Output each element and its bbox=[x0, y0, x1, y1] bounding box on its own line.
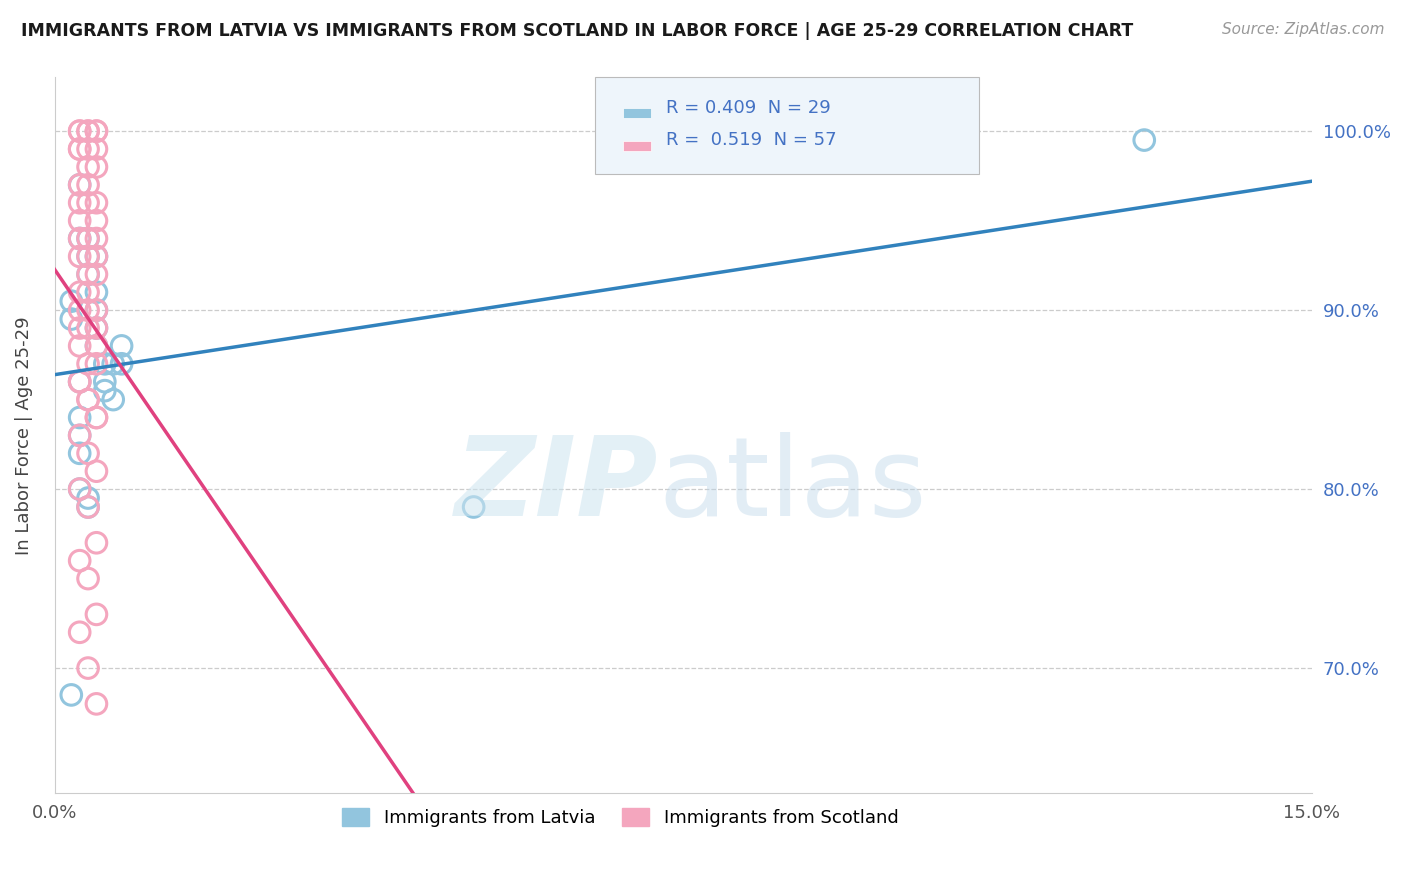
Point bbox=[69, 446, 91, 460]
Point bbox=[86, 410, 108, 425]
Text: R = 0.409  N = 29: R = 0.409 N = 29 bbox=[665, 98, 831, 117]
Point bbox=[77, 249, 100, 263]
Point bbox=[69, 124, 91, 138]
FancyBboxPatch shape bbox=[623, 108, 651, 119]
Point bbox=[69, 625, 91, 640]
Point bbox=[1133, 133, 1156, 147]
Point bbox=[69, 285, 91, 300]
Text: ZIP: ZIP bbox=[454, 432, 658, 539]
Point bbox=[69, 428, 91, 442]
Point bbox=[69, 482, 91, 496]
Point bbox=[60, 688, 83, 702]
FancyBboxPatch shape bbox=[595, 78, 979, 174]
Point bbox=[77, 357, 100, 371]
Point bbox=[69, 303, 91, 318]
Point bbox=[86, 249, 108, 263]
Text: IMMIGRANTS FROM LATVIA VS IMMIGRANTS FROM SCOTLAND IN LABOR FORCE | AGE 25-29 CO: IMMIGRANTS FROM LATVIA VS IMMIGRANTS FRO… bbox=[21, 22, 1133, 40]
Point bbox=[77, 572, 100, 586]
Point bbox=[86, 195, 108, 210]
Point bbox=[77, 268, 100, 282]
Point bbox=[77, 285, 100, 300]
Point bbox=[69, 142, 91, 156]
Point bbox=[77, 124, 100, 138]
Point bbox=[69, 375, 91, 389]
Point bbox=[463, 500, 485, 514]
Point bbox=[86, 321, 108, 335]
Point bbox=[69, 249, 91, 263]
Point bbox=[86, 607, 108, 622]
Point bbox=[69, 339, 91, 353]
Point bbox=[86, 410, 108, 425]
Point bbox=[77, 268, 100, 282]
Point bbox=[86, 160, 108, 174]
Point bbox=[86, 285, 108, 300]
Point bbox=[94, 384, 117, 398]
Point bbox=[103, 357, 125, 371]
Point bbox=[86, 321, 108, 335]
Point bbox=[69, 375, 91, 389]
Point bbox=[69, 124, 91, 138]
Point bbox=[86, 357, 108, 371]
Point bbox=[69, 375, 91, 389]
Point bbox=[77, 500, 100, 514]
Point bbox=[69, 428, 91, 442]
Point bbox=[86, 213, 108, 227]
Point bbox=[77, 446, 100, 460]
Point bbox=[77, 160, 100, 174]
Point bbox=[77, 661, 100, 675]
Point bbox=[69, 213, 91, 227]
Point bbox=[110, 339, 132, 353]
Point bbox=[86, 339, 108, 353]
Point bbox=[110, 357, 132, 371]
Point bbox=[86, 124, 108, 138]
Point bbox=[86, 303, 108, 318]
Point bbox=[77, 500, 100, 514]
Point bbox=[86, 268, 108, 282]
Point bbox=[77, 124, 100, 138]
Point bbox=[94, 375, 117, 389]
Point bbox=[86, 535, 108, 549]
Point bbox=[77, 392, 100, 407]
Point bbox=[86, 303, 108, 318]
Text: R =  0.519  N = 57: R = 0.519 N = 57 bbox=[665, 131, 837, 150]
Point bbox=[77, 178, 100, 192]
Point bbox=[77, 303, 100, 318]
Point bbox=[60, 312, 83, 326]
Point bbox=[77, 392, 100, 407]
Point bbox=[69, 482, 91, 496]
Point bbox=[77, 231, 100, 245]
Point bbox=[77, 321, 100, 335]
Point bbox=[86, 231, 108, 245]
Point bbox=[86, 464, 108, 478]
Point bbox=[69, 195, 91, 210]
Point bbox=[69, 231, 91, 245]
Text: Source: ZipAtlas.com: Source: ZipAtlas.com bbox=[1222, 22, 1385, 37]
Point bbox=[77, 249, 100, 263]
Point bbox=[69, 321, 91, 335]
Point bbox=[86, 142, 108, 156]
Point bbox=[77, 231, 100, 245]
Legend: Immigrants from Latvia, Immigrants from Scotland: Immigrants from Latvia, Immigrants from … bbox=[335, 801, 905, 834]
Point bbox=[60, 294, 83, 309]
Point bbox=[94, 357, 117, 371]
Point bbox=[77, 195, 100, 210]
Point bbox=[103, 392, 125, 407]
Point bbox=[69, 178, 91, 192]
Point bbox=[69, 178, 91, 192]
Point bbox=[77, 491, 100, 505]
Point bbox=[86, 697, 108, 711]
Point bbox=[69, 554, 91, 568]
Point bbox=[86, 249, 108, 263]
Point bbox=[77, 142, 100, 156]
Point bbox=[86, 124, 108, 138]
Y-axis label: In Labor Force | Age 25-29: In Labor Force | Age 25-29 bbox=[15, 316, 32, 555]
Point bbox=[69, 231, 91, 245]
Point bbox=[69, 410, 91, 425]
Point bbox=[69, 142, 91, 156]
Text: atlas: atlas bbox=[658, 432, 927, 539]
Point bbox=[86, 339, 108, 353]
FancyBboxPatch shape bbox=[623, 141, 651, 151]
